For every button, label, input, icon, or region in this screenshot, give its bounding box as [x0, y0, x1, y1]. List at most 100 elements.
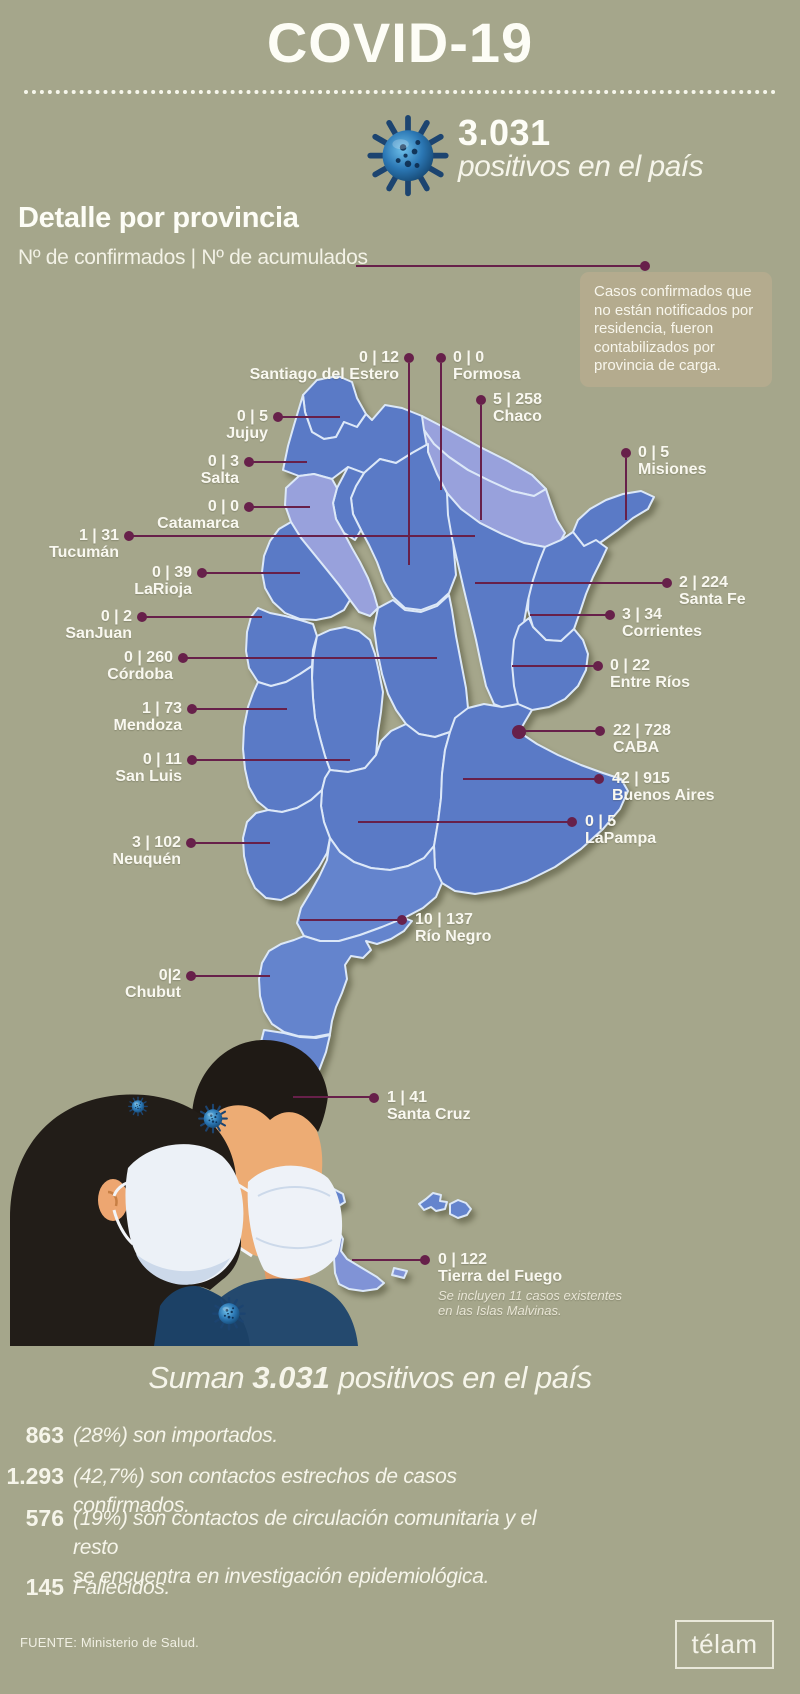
- leader-jujuy: [278, 416, 340, 418]
- leader-lapampa: [358, 821, 572, 823]
- leader-sanjuan: [142, 616, 262, 618]
- section-heading: Detalle por provincia: [18, 202, 299, 234]
- dot-corrientes: [605, 610, 615, 620]
- virus-icon: [370, 118, 445, 193]
- leader-tdf: [352, 1259, 425, 1261]
- section-subheading: Nº de confirmados | Nº de acumulados: [18, 246, 368, 269]
- province-label-jujuy: 0 | 5 Jujuy: [226, 408, 268, 442]
- province-label-salta: 0 | 3 Salta: [200, 453, 239, 487]
- leader-larioja: [202, 572, 300, 574]
- dot-mendoza: [187, 704, 197, 714]
- dot-larioja: [197, 568, 207, 578]
- woman-ear: [98, 1179, 128, 1221]
- islet: [391, 1267, 408, 1279]
- dot-cordoba: [178, 653, 188, 663]
- telam-logo: télam: [675, 1620, 774, 1669]
- woman-mask-shade: [136, 1254, 230, 1285]
- province-misiones: [572, 490, 655, 548]
- leader-corrientes: [530, 614, 610, 616]
- dot-rionegro: [397, 915, 407, 925]
- man-mask: [247, 1165, 343, 1279]
- woman-mask: [125, 1144, 244, 1285]
- stat-deaths: 145 Fallecidos.: [25, 1574, 171, 1600]
- leader-mendoza: [192, 708, 287, 710]
- total-caption: positivos en el país: [458, 150, 704, 183]
- dot-santafe: [662, 578, 672, 588]
- source-credit: FUENTE: Ministerio de Salud.: [20, 1635, 199, 1650]
- note-connector-dot: [640, 261, 650, 271]
- leader-sanluis: [192, 759, 350, 761]
- islas-malvinas-east: [449, 1199, 472, 1219]
- stat-close-contacts: 1.293 (42,7%) son contactos estrechos de…: [6, 1463, 457, 1517]
- malvinas-note: Se incluyen 11 casos existentes en las I…: [438, 1288, 623, 1318]
- province-label-tdf: 0 | 122 Tierra del Fuego Se incluyen 11 …: [438, 1251, 623, 1318]
- leader-catamarca: [249, 506, 310, 508]
- dot-chubut: [186, 971, 196, 981]
- province-label-cordoba: 0 | 260 Córdoba: [107, 649, 173, 683]
- leader-salta: [249, 461, 307, 463]
- province-label-corrientes: 3 | 34 Corrientes: [622, 606, 703, 640]
- leader-caba: [519, 730, 600, 732]
- leader-neuquen: [191, 842, 270, 844]
- stat-community: 576 (19%) son contactos de circulación c…: [25, 1505, 537, 1588]
- dot-sanjuan: [137, 612, 147, 622]
- dot-tucuman: [124, 531, 134, 541]
- dot-buenosaires: [594, 774, 604, 784]
- province-entre-rios: [511, 617, 589, 711]
- summary-line: Suman 3.031 positivos en el país: [148, 1360, 592, 1395]
- dot-chaco: [476, 395, 486, 405]
- dot-formosa: [436, 353, 446, 363]
- leader-cordoba: [183, 657, 437, 659]
- province-label-buenosaires: 42 | 915 Buenos Aires: [612, 770, 715, 804]
- province-label-rionegro: 10 | 137 Río Negro: [415, 911, 492, 945]
- leader-santacruz: [293, 1096, 374, 1098]
- province-label-caba: 22 | 728 CABA: [613, 722, 671, 756]
- province-label-lapampa: 0 | 5 LaPampa: [585, 813, 657, 847]
- dot-catamarca: [244, 502, 254, 512]
- man-mask-fold: [255, 1186, 333, 1249]
- province-label-santafe: 2 | 224 Santa Fe: [679, 574, 746, 608]
- province-label-formosa: 0 | 0 Formosa: [453, 349, 521, 383]
- summary-total: 3.031: [252, 1360, 330, 1395]
- total-positives: 3.031: [458, 112, 551, 153]
- dot-salta: [244, 457, 254, 467]
- people-masks-illustration: [10, 1040, 358, 1346]
- dot-sanluis: [187, 755, 197, 765]
- dot-santiago: [404, 353, 414, 363]
- dot-caba: [595, 726, 605, 736]
- province-rio-negro: [296, 837, 443, 942]
- province-label-sanjuan: 0 | 2 SanJuan: [65, 608, 132, 642]
- dot-caba-location: [512, 725, 526, 739]
- province-la-rioja: [261, 521, 351, 621]
- province-label-sanluis: 0 | 11 San Luis: [115, 751, 182, 785]
- province-label-mendoza: 1 | 73 Mendoza: [113, 700, 182, 734]
- leader-chaco: [480, 405, 482, 520]
- dot-jujuy: [273, 412, 283, 422]
- province-label-larioja: 0 | 39 LaRioja: [134, 564, 192, 598]
- dot-entrerios: [593, 661, 603, 671]
- province-label-entrerios: 0 | 22 Entre Ríos: [610, 657, 691, 691]
- leader-chubut: [191, 975, 270, 977]
- leader-santiago: [408, 363, 410, 565]
- dot-tdf: [420, 1255, 430, 1265]
- leader-entrerios: [512, 665, 598, 667]
- dot-neuquen: [186, 838, 196, 848]
- note-box: Casos confirmados que no están notificad…: [580, 272, 772, 387]
- leader-tucuman: [129, 535, 475, 537]
- province-neuquen: [242, 789, 331, 901]
- leader-rionegro: [300, 919, 402, 921]
- man-hair: [191, 1040, 328, 1132]
- province-label-neuquen: 3 | 102 Neuquén: [112, 834, 181, 868]
- province-label-tucuman: 1 | 31 Tucumán: [49, 527, 119, 561]
- province-cordoba: [373, 594, 469, 738]
- dot-lapampa: [567, 817, 577, 827]
- leader-buenosaires: [463, 778, 599, 780]
- province-label-misiones: 0 | 5 Misiones: [638, 444, 707, 478]
- leader-misiones: [625, 458, 627, 520]
- note-connector-line: [356, 265, 645, 267]
- leader-santafe: [475, 582, 667, 584]
- dot-santacruz: [369, 1093, 379, 1103]
- dot-misiones: [621, 448, 631, 458]
